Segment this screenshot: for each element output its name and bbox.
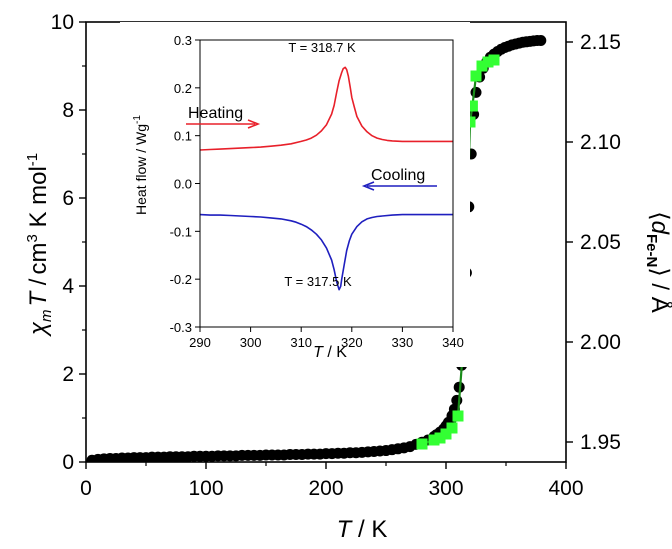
dFeN-data-point [488, 54, 500, 66]
cooling-label: Cooling [371, 167, 425, 184]
main-x-tick-label: 300 [428, 477, 463, 500]
heating-curve [199, 66, 453, 151]
cooling-arrow [361, 181, 437, 191]
inset-y-tick-label: -0.1 [170, 224, 192, 239]
heating-peak-label: T = 318.7 K [288, 40, 356, 55]
dFeN-data-point [446, 422, 458, 434]
main-x-axis-title: T / K [337, 516, 388, 543]
main-y-left-tick-label: 10 [51, 11, 74, 34]
main-x-tick-label: 400 [548, 477, 583, 500]
inset-y-tick-label: 0.3 [174, 33, 192, 48]
inset-x-tick-label: 320 [341, 335, 363, 350]
main-y-left-tick-label: 4 [62, 275, 74, 298]
main-y-left-tick-label: 8 [62, 99, 74, 122]
inset-y-tick-label: 0.1 [174, 129, 192, 144]
chimT-data-point [470, 86, 482, 98]
inset-x-tick-label: 340 [442, 335, 464, 350]
inset-y-axis-title: Heat flow / Wg-1 [132, 115, 149, 215]
main-y-left-tick-label: 0 [62, 451, 74, 474]
main-y-axis-title-right: ⟨dFe-N⟩ / Å [643, 211, 672, 312]
main-y-right-tick-label: 2.05 [580, 231, 621, 254]
cooling-curve [199, 213, 453, 291]
main-data-layer [86, 34, 547, 462]
heating-label: Heating [188, 105, 243, 122]
dFeN-data-point [482, 56, 494, 68]
main-y-right-tick-label: 2.10 [580, 131, 621, 154]
main-y-right-tick-label: 1.95 [580, 431, 621, 454]
heating-arrow [186, 119, 261, 129]
inset-x-tick-label: 300 [240, 335, 262, 350]
inset-y-tick-label: 0.0 [174, 177, 192, 192]
dFeN-data-point [440, 428, 452, 440]
dFeN-data-point [466, 100, 478, 112]
inset-x-axis-title: T / K [313, 344, 347, 361]
main-y-left-tick-label: 2 [62, 363, 74, 386]
main-x-tick-label: 0 [80, 477, 92, 500]
main-x-tick-label: 100 [188, 477, 223, 500]
inset-y-tick-label: -0.3 [170, 320, 192, 335]
main-x-tick-label: 200 [308, 477, 343, 500]
inset-x-tick-label: 310 [290, 335, 312, 350]
dFeN-data-point [416, 438, 428, 450]
main-y-axis-title-left: χmT /cm3 K mol-1 [24, 153, 55, 337]
main-y-left-tick-label: 6 [62, 187, 74, 210]
dFeN-data-point [428, 434, 440, 446]
dFeN-data-point [470, 70, 482, 82]
inset-x-tick-label: 330 [392, 335, 414, 350]
inset-plot: 290 300 310 320 330 340 -0.3 -0.2 -0.1 0.0 0.1 0.2 0… [170, 33, 464, 350]
inset-background [120, 22, 470, 367]
chimT-data-point [451, 394, 463, 406]
inset-y-tick-label: -0.2 [170, 272, 192, 287]
dFeN-data-point [434, 432, 446, 444]
inset-x-tick-label: 290 [189, 335, 211, 350]
main-plot: 0 100 200 300 400 0 2 4 6 8 10 1.95 2.00 2.05 2.10 2.15 [51, 11, 621, 500]
inset-y-tick-label: 0.2 [174, 81, 192, 96]
cooling-peak-label: T = 317.5 K [284, 274, 352, 289]
dFeN-data-point [452, 410, 464, 422]
main-y-right-tick-label: 2.15 [580, 31, 621, 54]
main-y-right-tick-label: 2.00 [580, 331, 621, 354]
dFeN-data-point [476, 60, 488, 72]
inset-plot-frame [199, 39, 454, 328]
chimT-data-point [535, 34, 547, 46]
